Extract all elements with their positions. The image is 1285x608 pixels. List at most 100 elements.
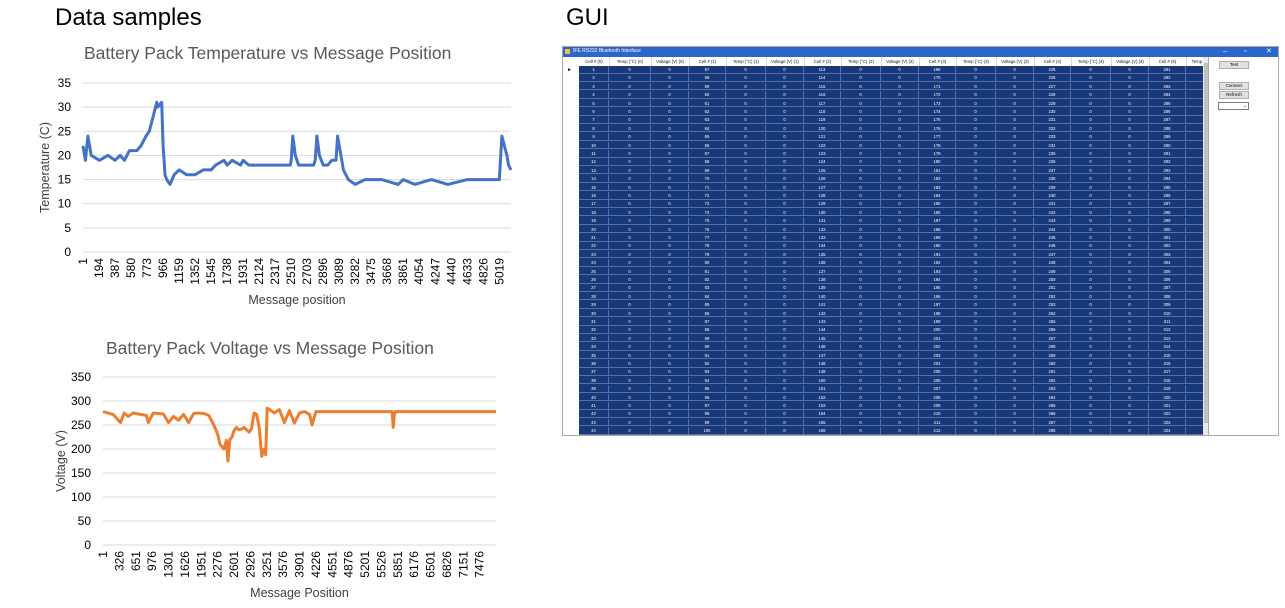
table-cell[interactable]: 99	[689, 418, 726, 426]
table-cell[interactable]: 0	[1111, 351, 1149, 359]
table-cell[interactable]: 21	[579, 234, 609, 241]
table-cell[interactable]: 0	[766, 150, 804, 157]
table-cell[interactable]: 78	[689, 242, 726, 250]
table-cell[interactable]: 64	[689, 124, 726, 132]
table-cell[interactable]: 0	[609, 234, 651, 241]
table-cell[interactable]: 0	[956, 141, 996, 149]
table-row[interactable]: 150071001270018300239002950	[579, 183, 1205, 192]
table-cell[interactable]: 0	[1071, 192, 1111, 199]
table-cell[interactable]: 0	[726, 318, 766, 325]
table-cell[interactable]: 312	[1149, 326, 1186, 334]
table-cell[interactable]: 44	[579, 427, 609, 435]
table-cell[interactable]: 0	[1111, 267, 1149, 275]
table-cell[interactable]: 310	[1149, 309, 1186, 317]
table-cell[interactable]: 153	[804, 402, 841, 409]
table-cell[interactable]: 300	[1149, 225, 1186, 233]
table-row[interactable]: 190075001310018700243002990	[579, 217, 1205, 225]
table-cell[interactable]: 0	[841, 351, 881, 359]
table-cell[interactable]: 0	[609, 393, 651, 401]
table-row[interactable]: 280084001400019600252003080	[579, 292, 1205, 301]
table-cell[interactable]: 284	[1149, 91, 1186, 99]
table-row[interactable]: 240080001360019200248003040	[579, 259, 1205, 267]
table-cell[interactable]: 0	[726, 91, 766, 99]
table-cell[interactable]: 227	[1034, 82, 1071, 90]
table-cell[interactable]: 117	[804, 99, 841, 107]
table-cell[interactable]: 0	[1111, 150, 1149, 157]
table-cell[interactable]: 4	[579, 91, 609, 99]
table-cell[interactable]: 0	[651, 200, 689, 208]
table-cell[interactable]: 0	[726, 116, 766, 124]
table-cell[interactable]: 0	[956, 267, 996, 275]
table-cell[interactable]: 0	[766, 225, 804, 233]
table-cell[interactable]: 0	[841, 309, 881, 317]
table-cell[interactable]: 309	[1149, 301, 1186, 309]
table-cell[interactable]: 5	[579, 99, 609, 107]
table-cell[interactable]: 0	[1111, 343, 1149, 351]
table-cell[interactable]: 323	[1149, 418, 1186, 426]
table-cell[interactable]: 0	[881, 166, 919, 174]
table-cell[interactable]: 0	[651, 141, 689, 149]
table-cell[interactable]: 0	[956, 376, 996, 384]
table-cell[interactable]: 90	[689, 343, 726, 351]
table-cell[interactable]: 0	[1071, 402, 1111, 409]
table-cell[interactable]: 0	[881, 200, 919, 208]
table-cell[interactable]: 225	[1034, 66, 1071, 73]
table-cell[interactable]: 0	[1071, 334, 1111, 342]
table-cell[interactable]: 0	[651, 192, 689, 199]
table-cell[interactable]: 281	[1149, 66, 1186, 73]
table-cell[interactable]: 0	[609, 208, 651, 216]
table-cell[interactable]: 0	[1071, 200, 1111, 208]
table-cell[interactable]: 39	[579, 385, 609, 393]
table-row[interactable]: 30059001150017100227002830	[579, 82, 1205, 91]
table-cell[interactable]: 0	[726, 82, 766, 90]
table-cell[interactable]: 122	[804, 141, 841, 149]
table-cell[interactable]: 182	[919, 175, 956, 183]
table-cell[interactable]: 0	[651, 284, 689, 292]
table-cell[interactable]: 0	[651, 158, 689, 166]
table-cell[interactable]: 65	[689, 133, 726, 141]
table-cell[interactable]: 180	[919, 158, 956, 166]
table-cell[interactable]: 0	[841, 343, 881, 351]
table-cell[interactable]: 0	[841, 267, 881, 275]
table-cell[interactable]: 0	[609, 385, 651, 393]
table-cell[interactable]: 0	[841, 175, 881, 183]
table-cell[interactable]: 0	[726, 292, 766, 300]
table-cell[interactable]: 33	[579, 334, 609, 342]
table-cell[interactable]: 0	[726, 225, 766, 233]
table-cell[interactable]: 0	[609, 351, 651, 359]
table-cell[interactable]: 247	[1034, 250, 1071, 258]
table-cell[interactable]: 43	[579, 418, 609, 426]
scrollbar-thumb[interactable]	[1203, 63, 1208, 423]
table-cell[interactable]: 0	[651, 242, 689, 250]
table-cell[interactable]: 0	[881, 334, 919, 342]
table-cell[interactable]: 257	[1034, 334, 1071, 342]
table-cell[interactable]: 199	[919, 318, 956, 325]
table-cell[interactable]: 127	[804, 183, 841, 191]
table-cell[interactable]: 70	[689, 175, 726, 183]
table-cell[interactable]: 0	[956, 385, 996, 393]
table-cell[interactable]: 0	[726, 402, 766, 409]
table-row[interactable]: 420098001540021000266003220	[579, 410, 1205, 418]
table-cell[interactable]: 0	[1111, 418, 1149, 426]
table-cell[interactable]: 0	[1071, 208, 1111, 216]
table-cell[interactable]: 0	[881, 360, 919, 367]
table-row[interactable]: 270083001390019500251003070	[579, 284, 1205, 292]
table-cell[interactable]: 0	[996, 410, 1034, 418]
table-cell[interactable]: 186	[919, 208, 956, 216]
table-cell[interactable]: 298	[1149, 208, 1186, 216]
column-header[interactable]: Cell # (1)	[689, 57, 727, 66]
table-cell[interactable]: 285	[1149, 99, 1186, 107]
table-cell[interactable]: 0	[726, 217, 766, 225]
table-cell[interactable]: 0	[726, 99, 766, 107]
table-cell[interactable]: 0	[766, 318, 804, 325]
table-cell[interactable]: 0	[996, 158, 1034, 166]
table-cell[interactable]: 0	[766, 427, 804, 435]
table-row[interactable]: 300086001420019800254003100	[579, 309, 1205, 318]
table-cell[interactable]: 128	[804, 192, 841, 199]
table-cell[interactable]: 0	[1111, 292, 1149, 300]
table-cell[interactable]: 0	[651, 301, 689, 309]
table-cell[interactable]: 0	[609, 124, 651, 132]
table-cell[interactable]: 140	[804, 292, 841, 300]
table-cell[interactable]: 188	[919, 225, 956, 233]
table-cell[interactable]: 0	[996, 234, 1034, 241]
